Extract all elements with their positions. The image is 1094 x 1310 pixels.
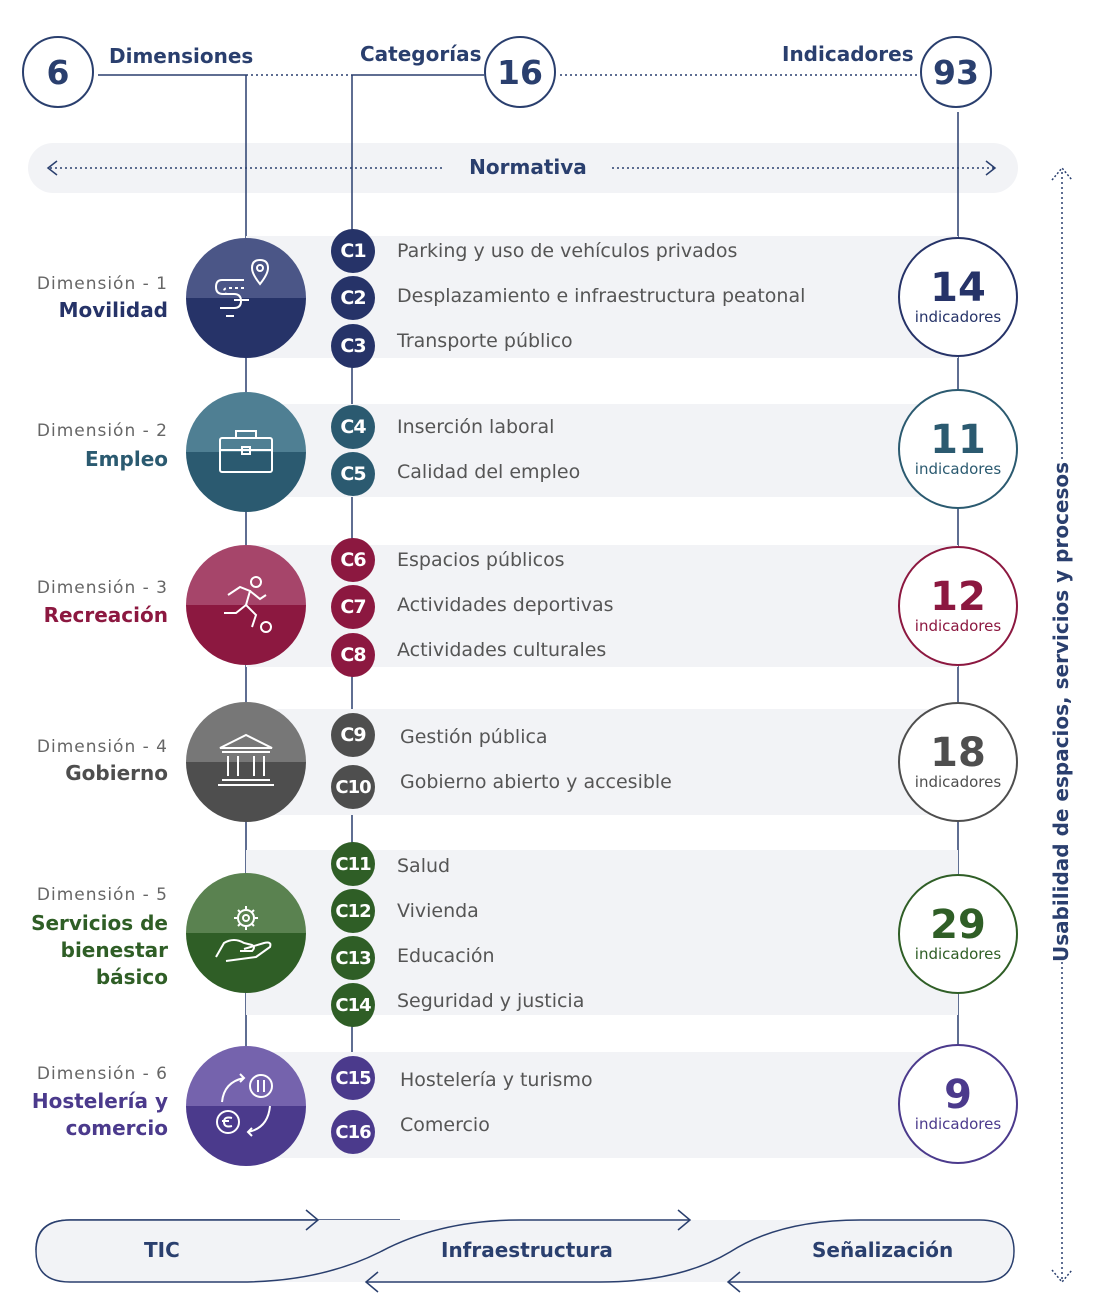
dimension-3-circle: [186, 545, 306, 665]
category-c8-name: Actividades culturales: [397, 639, 607, 661]
dimension-5-name-line-3: básico: [95, 965, 168, 989]
indicator-label: indicadores: [914, 1115, 1002, 1133]
dimensiones-label: Dimensiones: [109, 44, 254, 68]
government-building-icon: [218, 733, 274, 786]
category-badge-c1: C1: [331, 229, 375, 273]
indicator-label: indicadores: [914, 308, 1002, 326]
category-c15-name: Hostelería y turismo: [400, 1069, 593, 1091]
category-badge-c5: C5: [331, 452, 375, 496]
categorias-count: 16: [484, 36, 556, 108]
dimension-6-circle: [186, 1046, 306, 1166]
dimension-5-name-line-1: Servicios de: [31, 911, 168, 935]
dimension-4-indicator-count: 18 indicadores: [898, 702, 1018, 822]
dimension-6-name: Hostelería y comercio: [32, 1088, 168, 1142]
dimension-6-name-line-1: Hostelería y: [31, 1089, 168, 1113]
indicator-label: indicadores: [914, 945, 1002, 963]
dimension-2-circle: [186, 392, 306, 512]
indicator-count: 9: [944, 1072, 972, 1118]
category-c16-name: Comercio: [400, 1114, 490, 1136]
dimension-1-label: Dimensión - 1: [36, 274, 168, 294]
category-badge-c3: C3: [331, 324, 375, 368]
category-badge-c12: C12: [331, 889, 375, 933]
footer-tic: TIC: [144, 1238, 180, 1262]
categorias-label: Categorías: [360, 42, 482, 66]
dimension-5-circle: [186, 873, 306, 993]
dimension-2-label: Dimensión - 2: [36, 421, 168, 441]
category-badge-c11: C11: [331, 842, 375, 886]
dimension-1-circle: [186, 238, 306, 358]
category-c5-name: Calidad del empleo: [397, 461, 581, 483]
dimension-3-indicator-count: 12 indicadores: [898, 546, 1018, 666]
category-c14-name: Seguridad y justicia: [397, 990, 585, 1012]
dimension-4-label: Dimensión - 4: [36, 737, 168, 757]
category-badge-c15: C15: [331, 1056, 375, 1100]
dimension-5-name-line-2: bienestar: [60, 938, 168, 962]
category-badge-c8: C8: [331, 633, 375, 677]
category-c4-name: Inserción laboral: [397, 416, 555, 438]
dimension-4-circle: [186, 702, 306, 822]
category-c12-name: Vivienda: [397, 900, 479, 922]
category-badge-c16: C16: [331, 1110, 375, 1154]
indicator-count: 29: [930, 902, 986, 948]
indicator-count: 11: [930, 417, 986, 463]
dimension-5-label: Dimensión - 5: [36, 885, 168, 905]
indicator-count: 14: [930, 265, 986, 311]
category-badge-c4: C4: [331, 405, 375, 449]
category-c11-name: Salud: [397, 855, 451, 877]
dimension-6-indicator-count: 9 indicadores: [898, 1044, 1018, 1164]
dimension-2-name: Empleo: [85, 447, 168, 471]
indicadores-label: Indicadores: [782, 42, 914, 66]
indicator-label: indicadores: [914, 773, 1002, 791]
category-c10-name: Gobierno abierto y accesible: [400, 771, 672, 793]
category-badge-c9: C9: [331, 713, 375, 757]
indicator-count: 18: [930, 730, 986, 776]
dimension-5-name: Servicios de bienestar básico: [31, 910, 168, 991]
soccer-player-icon: [224, 576, 272, 633]
category-badge-c14: C14: [331, 983, 375, 1027]
category-badge-c13: C13: [331, 936, 375, 980]
dimensiones-count: 6: [22, 36, 94, 108]
dimension-5-indicator-count: 29 indicadores: [898, 874, 1018, 994]
indicator-label: indicadores: [914, 460, 1002, 478]
category-badge-c2: C2: [331, 276, 375, 320]
category-c7-name: Actividades deportivas: [397, 594, 614, 616]
category-c1-name: Parking y uso de vehículos privados: [397, 240, 738, 262]
route-pin-icon: [214, 258, 270, 317]
category-c2-name: Desplazamiento e infraestructura peatona…: [397, 285, 806, 307]
dimension-6-label: Dimensión - 6: [36, 1064, 168, 1084]
dimension-2-indicator-count: 11 indicadores: [898, 389, 1018, 509]
dimension-4-name: Gobierno: [65, 761, 168, 785]
normativa-label: Normativa: [455, 155, 601, 179]
category-c6-name: Espacios públicos: [397, 549, 565, 571]
category-c9-name: Gestión pública: [400, 726, 548, 748]
dimension-3-label: Dimensión - 3: [36, 578, 168, 598]
category-c13-name: Educación: [397, 945, 495, 967]
briefcase-icon: [219, 430, 273, 473]
footer-senalizacion: Señalización: [812, 1238, 954, 1262]
footer-infraestructura: Infraestructura: [441, 1238, 613, 1262]
dimension-1-name: Movilidad: [58, 298, 168, 322]
dimension-6-name-line-2: comercio: [65, 1116, 168, 1140]
category-badge-c6: C6: [331, 538, 375, 582]
indicator-count: 12: [930, 574, 986, 620]
commerce-cycle-icon: [216, 1073, 273, 1137]
indicadores-count: 93: [920, 36, 992, 108]
dimension-3-name: Recreación: [43, 603, 168, 627]
dimension-1-indicator-count: 14 indicadores: [898, 237, 1018, 357]
category-badge-c10: C10: [331, 765, 375, 809]
category-badge-c7: C7: [331, 585, 375, 629]
gear-hand-icon: [215, 906, 272, 962]
indicator-label: indicadores: [914, 617, 1002, 635]
category-c3-name: Transporte público: [397, 330, 573, 352]
